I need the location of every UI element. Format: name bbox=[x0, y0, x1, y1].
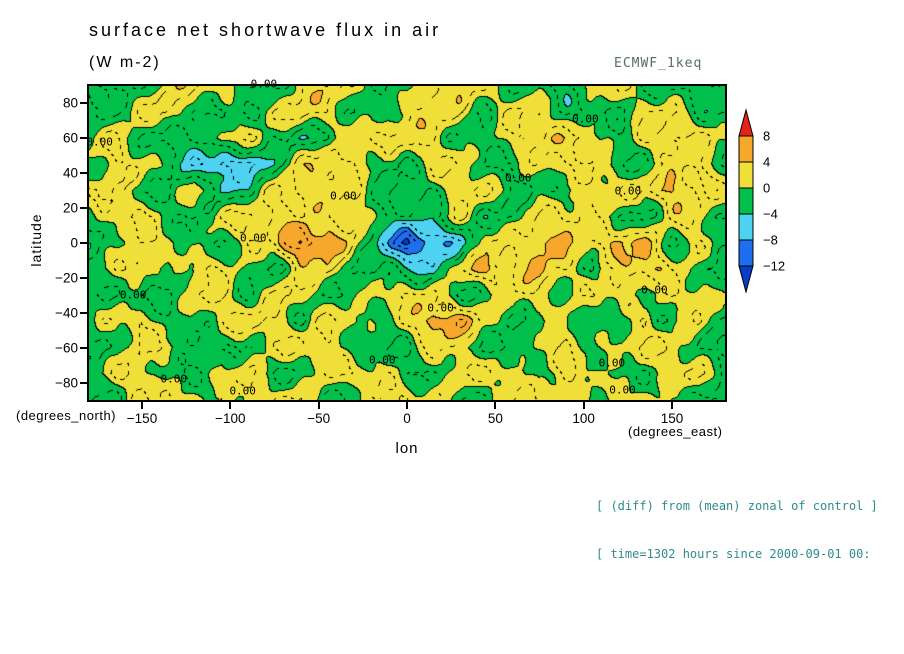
y-tick-label: −80 bbox=[55, 375, 78, 391]
colorbar-segment bbox=[738, 161, 754, 189]
y-tick-label: 0 bbox=[70, 235, 78, 251]
colorbar: 8 4 0 −4 −8 −12 bbox=[738, 108, 785, 294]
y-tick bbox=[80, 207, 87, 210]
colorbar-segment bbox=[738, 239, 754, 267]
map-plot-area bbox=[87, 84, 727, 402]
colorbar-arrow-top bbox=[738, 108, 754, 137]
y-tick bbox=[80, 346, 87, 349]
colorbar-segment bbox=[738, 187, 754, 215]
y-tick-label: 60 bbox=[62, 130, 78, 146]
y-tick bbox=[80, 381, 87, 384]
colorbar-arrow-bottom bbox=[738, 265, 754, 294]
chart-title: surface net shortwave flux in air bbox=[89, 20, 442, 40]
x-tick-label: −50 bbox=[307, 411, 331, 426]
x-tick-label: 100 bbox=[572, 411, 595, 426]
dataset-label: ECMWF_1keq bbox=[614, 56, 703, 71]
y-axis-label: latitude bbox=[28, 213, 44, 267]
x-tick bbox=[671, 402, 673, 409]
y-tick bbox=[80, 311, 87, 314]
y-tick-label: 20 bbox=[62, 200, 78, 216]
y-tick bbox=[80, 172, 87, 175]
y-tick bbox=[80, 276, 87, 279]
x-tick bbox=[317, 402, 320, 409]
y-tick bbox=[80, 137, 87, 140]
x-tick-label: 50 bbox=[487, 411, 503, 426]
y-tick-label: −20 bbox=[55, 270, 78, 286]
x-tick bbox=[229, 402, 232, 409]
y-tick-label: 40 bbox=[62, 165, 78, 181]
x-tick bbox=[406, 402, 408, 409]
y-axis-units-label: (degrees_north) bbox=[16, 408, 116, 423]
colorbar-segment bbox=[738, 213, 754, 241]
y-tick bbox=[80, 102, 87, 105]
x-axis-units-label: (degrees_east) bbox=[628, 424, 723, 439]
contour-map-canvas bbox=[89, 86, 725, 400]
y-tick-label: −40 bbox=[55, 305, 78, 321]
annotation-line-2: [ time=1302 hours since 2000-09-01 00: bbox=[596, 547, 871, 561]
colorbar-segment bbox=[738, 135, 754, 163]
x-axis-label: lon bbox=[395, 440, 419, 457]
colorbar-tick-label: 0 bbox=[763, 181, 770, 196]
y-tick-label: −60 bbox=[55, 340, 78, 356]
colorbar-tick-label: 4 bbox=[763, 155, 770, 170]
x-tick-label: −100 bbox=[215, 411, 246, 426]
colorbar-tick-label: −4 bbox=[763, 207, 778, 222]
y-tick-label: 80 bbox=[62, 95, 78, 111]
x-tick-label: 0 bbox=[403, 411, 411, 426]
annotation-block: [ (diff) from (mean) zonal of control ] … bbox=[596, 466, 878, 594]
x-tick bbox=[141, 402, 143, 409]
x-tick bbox=[582, 402, 585, 409]
chart-units-label: (W m-2) bbox=[89, 54, 161, 71]
x-tick-label: −150 bbox=[126, 411, 158, 426]
y-tick bbox=[80, 242, 87, 244]
colorbar-tick-label: −12 bbox=[763, 259, 785, 274]
annotation-line-1: [ (diff) from (mean) zonal of control ] bbox=[596, 499, 878, 513]
x-tick-label: 150 bbox=[660, 411, 684, 426]
colorbar-tick-label: −8 bbox=[763, 233, 778, 248]
x-tick bbox=[494, 402, 497, 409]
colorbar-tick-label: 8 bbox=[763, 129, 770, 144]
